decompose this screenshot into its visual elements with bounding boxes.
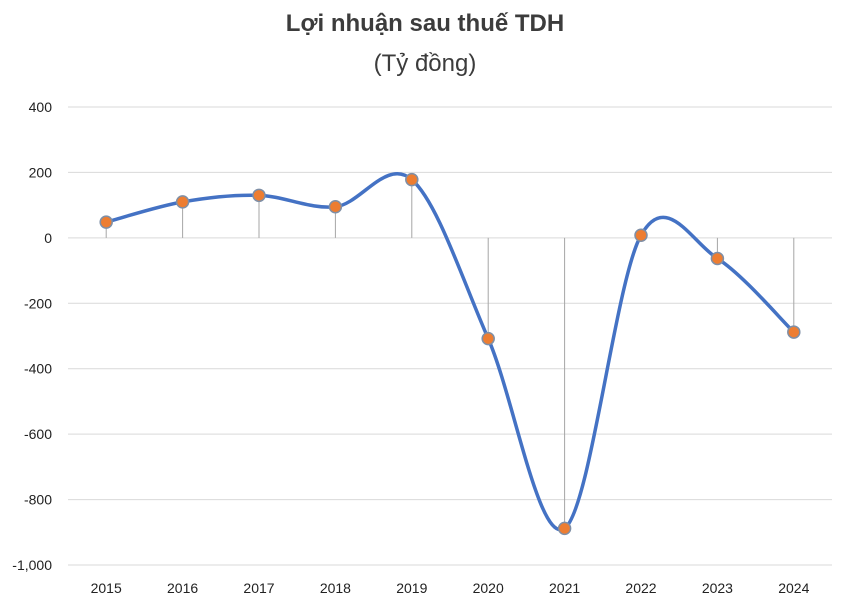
x-tick-label: 2016 (167, 580, 198, 596)
data-point (328, 200, 343, 214)
data-point (787, 325, 801, 339)
x-tick-label: 2021 (549, 580, 580, 596)
x-tick-label: 2015 (91, 580, 122, 596)
data-point (710, 251, 725, 266)
x-tick-label: 2024 (778, 580, 809, 596)
y-tick-label: -400 (24, 361, 52, 377)
y-tick-label: -1,000 (12, 557, 52, 573)
series-line-group (104, 172, 796, 532)
y-tick-label: 0 (44, 230, 52, 246)
data-point (481, 331, 495, 346)
x-tick-label: 2018 (320, 580, 351, 596)
x-tick-label: 2020 (473, 580, 504, 596)
y-tick-label: -600 (24, 426, 52, 442)
data-point (405, 172, 419, 187)
data-point (557, 521, 572, 536)
chart-title: Lợi nhuận sau thuế TDH (285, 10, 565, 37)
y-axis: 400 200 0 -200 -400 -600 -800 -1,000 (12, 99, 52, 573)
y-tick-label: -200 (24, 295, 52, 311)
y-tick-label: 200 (29, 164, 53, 180)
data-points (99, 172, 801, 536)
data-point (175, 195, 190, 209)
x-tick-label: 2023 (702, 580, 733, 596)
series-line (104, 172, 796, 532)
x-axis: 2015 2016 2017 2018 2019 2020 2021 2022 2023 2024 (91, 580, 810, 596)
gridlines (68, 106, 832, 566)
data-point (634, 228, 648, 242)
x-tick-label: 2017 (243, 580, 274, 596)
data-point (99, 215, 113, 229)
x-tick-label: 2022 (625, 580, 656, 596)
chart-subtitle: (Tỷ đồng) (373, 50, 477, 77)
y-tick-label: -800 (24, 492, 52, 508)
x-tick-label: 2019 (396, 580, 427, 596)
data-point (252, 188, 266, 203)
y-tick-label: 400 (29, 99, 53, 115)
